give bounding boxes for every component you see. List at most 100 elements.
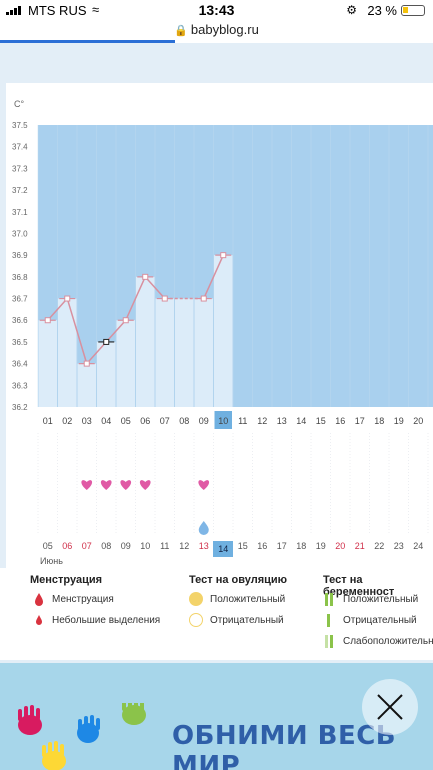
page-load-progress — [0, 40, 175, 43]
y-tick-label: 36.4 — [12, 360, 28, 369]
heart-icon — [198, 480, 210, 490]
y-axis-unit: C° — [14, 99, 24, 109]
temperature-line-segment — [125, 276, 146, 321]
cycle-day-label: 11 — [238, 416, 247, 426]
calendar-date-label: 12 — [179, 541, 190, 551]
legend-ovulation-positive-item: Положительный — [210, 594, 286, 605]
calendar-date-label: 23 — [393, 541, 404, 551]
temperature-bar — [116, 320, 135, 407]
calendar-date-label: 08 — [101, 541, 112, 551]
cycle-day-label: 15 — [316, 416, 326, 426]
cycle-day-label: 19 — [394, 416, 404, 426]
temperature-chart: C° 37.5 37.4 37.3 37.2 37.1 37.0 36.9 36.8 36.7 3… — [12, 99, 433, 535]
calendar-date-label: 20 — [335, 541, 346, 551]
y-tick-label: 37.4 — [12, 143, 28, 152]
address-bar[interactable]: 🔒 babyblog.ru — [0, 20, 433, 42]
calendar-date-label: 22 — [374, 541, 385, 551]
ad-slogan: ОБНИМИ ВЕСЬ МИР — [172, 721, 397, 770]
legend-pregnancy-title: Тест на беременност — [323, 574, 395, 598]
cycle-day-highlight — [214, 411, 232, 429]
cycle-day-label: 08 — [179, 416, 189, 426]
y-tick-label: 37.0 — [12, 229, 28, 238]
close-icon — [377, 694, 403, 720]
pregnancy-weak-positive-icon — [325, 635, 333, 648]
cycle-day-label: 04 — [101, 416, 111, 426]
cycle-day-label: 01 — [43, 416, 53, 426]
y-tick-label: 36.5 — [12, 338, 28, 347]
temperature-line-segment — [144, 276, 166, 300]
temperature-bar — [214, 255, 233, 407]
temperature-bar — [97, 341, 116, 407]
temperature-line-segment — [203, 254, 224, 299]
y-tick-label: 36.9 — [12, 251, 28, 260]
y-tick-label: 37.2 — [12, 186, 28, 195]
temperature-bar — [38, 320, 57, 407]
cycle-day-label: 03 — [82, 416, 92, 426]
data-point-marker — [200, 295, 207, 302]
y-tick-label: 36.7 — [12, 295, 28, 304]
clock: 13:43 — [198, 2, 235, 18]
calendar-date-label: 24 — [413, 541, 424, 551]
data-point-marker — [83, 360, 90, 367]
legend-pregnancy-weak-item: Слабоположительн — [343, 636, 433, 647]
close-ad-button[interactable] — [362, 679, 418, 735]
carrier-label: MTS RUS — [28, 3, 87, 18]
ovulation-positive-icon — [189, 592, 203, 606]
calendar-date-label: 17 — [276, 541, 287, 551]
calendar-date-label: 13 — [198, 541, 209, 551]
calendar-date-label: 21 — [354, 541, 365, 551]
cycle-day-label: 18 — [374, 416, 384, 426]
legend-light-discharge-item: Небольшие выделения — [52, 615, 161, 626]
month-label: Июнь — [40, 556, 63, 566]
calendar-date-label: 11 — [160, 541, 170, 551]
legend-ovulation-title: Тест на овуляцию — [189, 574, 288, 586]
heart-icon — [81, 480, 93, 490]
temperature-bar — [136, 276, 155, 407]
data-point-marker — [122, 317, 129, 324]
cycle-day-label: 02 — [62, 416, 72, 426]
rotation-lock-icon: ⚙ — [346, 3, 357, 17]
legend: Менструация Менструация Небольшие выделе… — [0, 568, 433, 660]
legend-pregnancy-positive-item: Положительный — [343, 594, 419, 605]
heart-icon — [100, 480, 112, 490]
heart-icon — [139, 480, 151, 490]
data-point-marker — [161, 295, 168, 302]
legend-menstruation-item: Менструация — [52, 594, 114, 605]
data-point-marker — [142, 273, 149, 280]
temperature-bar — [58, 298, 77, 407]
calendar-date-label: 18 — [296, 541, 307, 551]
y-tick-label: 36.8 — [12, 273, 28, 282]
legend-pregnancy-negative-item: Отрицательный — [343, 615, 417, 626]
lock-icon: 🔒 — [174, 25, 188, 37]
cycle-day-label: 05 — [121, 416, 131, 426]
data-point-marker — [220, 252, 227, 259]
cycle-day-label: 09 — [199, 416, 209, 426]
legend-menstruation-title: Менструация — [30, 574, 103, 586]
legend-ovulation-negative-item: Отрицательный — [210, 615, 284, 626]
battery-percent: 23 % — [367, 3, 397, 18]
cycle-day-label: 16 — [335, 416, 345, 426]
drop-icon — [198, 521, 209, 535]
data-point-marker — [44, 317, 51, 324]
pregnancy-positive-icon — [325, 593, 333, 606]
calendar-date-label: 09 — [120, 541, 131, 551]
calendar-date-label: 05 — [42, 541, 53, 551]
ad-banner[interactable]: ОБНИМИ ВЕСЬ МИР — [0, 663, 433, 770]
temperature-line-segment — [105, 319, 127, 343]
calendar-date-label: 14 — [213, 541, 234, 557]
cycle-day-label: 10 — [218, 416, 228, 426]
cycle-day-label: 12 — [257, 416, 267, 426]
cycle-day-label: 14 — [296, 416, 306, 426]
temperature-line-segment — [47, 298, 68, 321]
y-tick-label: 37.5 — [12, 121, 28, 130]
battery-icon — [401, 5, 425, 16]
menstruation-drop-icon — [35, 593, 43, 606]
calendar-date-label: 15 — [237, 541, 248, 551]
wifi-icon: ≈ — [92, 2, 100, 17]
data-point-marker — [103, 338, 110, 345]
calendar-date-label: 10 — [140, 541, 151, 551]
light-discharge-drop-icon — [36, 615, 42, 625]
calendar-date-label: 19 — [315, 541, 326, 551]
temperature-bar — [77, 363, 96, 407]
cycle-day-label: 20 — [413, 416, 423, 426]
